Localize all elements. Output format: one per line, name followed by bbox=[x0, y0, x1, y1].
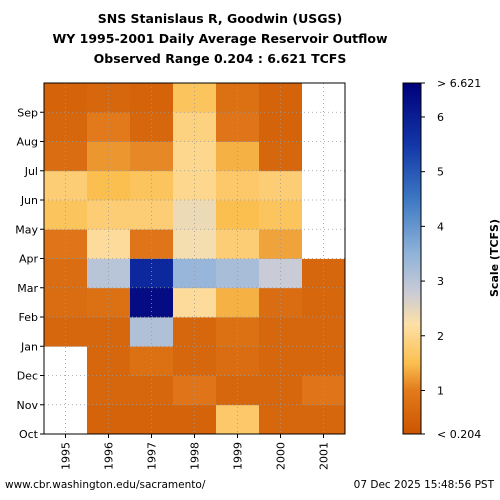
colorbar-tick-label: < 0.204 bbox=[437, 428, 481, 441]
y-tick-label: Dec bbox=[17, 370, 38, 383]
x-tick-label: 2001 bbox=[318, 442, 331, 470]
heatmap-cell bbox=[130, 141, 174, 172]
colorbar-axis: < 0.204 1 2 3 4 5 6 > 6.621 bbox=[421, 77, 481, 441]
heatmap-cell bbox=[44, 229, 88, 259]
heatmap-cell bbox=[216, 141, 260, 172]
heatmap-cell bbox=[302, 141, 346, 172]
x-axis: 1995 1996 1997 1998 1999 2000 2001 bbox=[60, 434, 331, 470]
colorbar-tick-label: 4 bbox=[437, 220, 444, 233]
heatmap-cell bbox=[87, 229, 131, 259]
y-tick-label: Mar bbox=[17, 282, 38, 295]
colorbar-tick-label: 3 bbox=[437, 275, 444, 288]
colorbar-label: Scale (TCFS) bbox=[488, 219, 500, 297]
heatmap-cell bbox=[130, 229, 174, 259]
heatmap-cell bbox=[87, 287, 131, 318]
y-tick-label: Oct bbox=[19, 428, 39, 441]
x-tick-label: 2000 bbox=[275, 442, 288, 470]
colorbar-tick-label: 6 bbox=[437, 111, 444, 124]
heatmap-cell bbox=[216, 229, 260, 259]
heatmap-cell bbox=[259, 141, 303, 172]
y-tick-label: Apr bbox=[19, 253, 39, 266]
heatmap-cell bbox=[302, 229, 346, 259]
colorbar-tick-label: 5 bbox=[437, 166, 444, 179]
x-tick-label: 1997 bbox=[146, 442, 159, 470]
y-tick-label: Sep bbox=[17, 106, 38, 119]
heatmap-cell bbox=[130, 375, 174, 406]
heatmap-cell bbox=[173, 141, 217, 172]
chart-title-line-1: SNS Stanislaus R, Goodwin (USGS) bbox=[97, 11, 343, 26]
heatmap-cell bbox=[87, 200, 131, 230]
heatmap-cell bbox=[302, 375, 346, 406]
timestamp: 07 Dec 2025 15:48:56 PST bbox=[353, 479, 494, 491]
heatmap-cell bbox=[173, 375, 217, 406]
heatmap-cell bbox=[302, 200, 346, 230]
chart-title-line-3: Observed Range 0.204 : 6.621 TCFS bbox=[93, 51, 347, 66]
colorbar-tick-label: > 6.621 bbox=[437, 77, 481, 90]
colorbar-tick-label: 2 bbox=[437, 330, 444, 343]
heatmap-cell bbox=[44, 375, 88, 406]
x-tick-label: 1999 bbox=[232, 442, 245, 470]
y-tick-label: Jul bbox=[24, 165, 38, 178]
heatmap-cell bbox=[259, 375, 303, 406]
heatmap-cell bbox=[173, 287, 217, 318]
heatmap-cell bbox=[216, 375, 260, 406]
x-tick-label: 1995 bbox=[60, 442, 73, 470]
x-tick-label: 1996 bbox=[103, 442, 116, 470]
gridlines bbox=[44, 83, 345, 434]
heatmap-cell bbox=[173, 200, 217, 230]
x-tick-label: 1998 bbox=[189, 442, 202, 470]
colorbar-tick-label: 1 bbox=[437, 384, 444, 397]
heatmap-cells bbox=[44, 83, 346, 435]
y-tick-label: Nov bbox=[17, 399, 39, 412]
y-tick-label: May bbox=[15, 223, 38, 236]
y-axis: Oct Nov Dec Jan Feb Mar Apr May Jun Jul Aug Sep bbox=[15, 106, 44, 441]
heatmap-cell bbox=[216, 200, 260, 230]
heatmap-cell bbox=[44, 287, 88, 318]
heatmap-cell bbox=[130, 200, 174, 230]
heatmap-cell bbox=[44, 141, 88, 172]
y-tick-label: Jun bbox=[20, 194, 38, 207]
y-tick-label: Aug bbox=[17, 136, 38, 149]
chart-title-line-2: WY 1995-2001 Daily Average Reservoir Out… bbox=[52, 31, 388, 46]
heatmap-cell bbox=[130, 287, 174, 318]
heatmap-cell bbox=[302, 287, 346, 318]
heatmap-cell bbox=[87, 141, 131, 172]
heatmap-cell bbox=[259, 229, 303, 259]
heatmap-cell bbox=[173, 229, 217, 259]
source-url: www.cbr.washington.edu/sacramento/ bbox=[5, 479, 206, 491]
heatmap-cell bbox=[259, 200, 303, 230]
y-tick-label: Feb bbox=[19, 311, 38, 324]
colorbar bbox=[402, 82, 422, 435]
heatmap-cell bbox=[87, 375, 131, 406]
y-tick-label: Jan bbox=[20, 340, 38, 353]
heatmap-cell bbox=[216, 287, 260, 318]
heatmap-cell bbox=[44, 200, 88, 230]
heatmap-cell bbox=[259, 287, 303, 318]
